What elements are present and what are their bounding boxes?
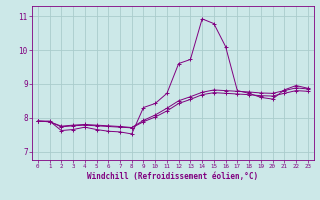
X-axis label: Windchill (Refroidissement éolien,°C): Windchill (Refroidissement éolien,°C) [87,172,258,181]
